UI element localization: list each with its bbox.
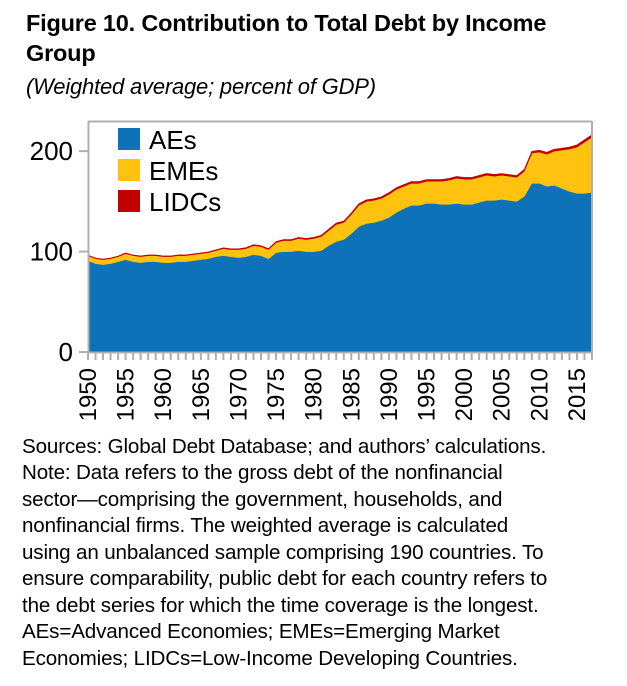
x-tick-label: 2010 (526, 368, 553, 421)
x-tick-label: 1985 (338, 368, 365, 421)
x-tick-label: 1980 (301, 368, 328, 421)
chart-container: 0 100 200 1950 1955 1960 1965 1970 1975 1980 1985… (0, 112, 627, 432)
legend-swatch-aes (118, 128, 140, 150)
x-tick-label: 1970 (225, 368, 252, 421)
x-tick-label: 1960 (150, 368, 177, 421)
x-tick-label: 1965 (188, 368, 215, 421)
source-and-notes: Sources: Global Debt Database; and autho… (22, 434, 614, 672)
x-tick-label: 1990 (376, 368, 403, 421)
legend-label-emes: EMEs (149, 156, 218, 186)
figure-title: Figure 10. Contribution to Total Debt by… (26, 10, 547, 67)
x-axis-ticks (87, 352, 593, 360)
note-line: ensure comparability, public debt for ea… (22, 567, 548, 591)
note-line: AEs=Advanced Economies; EMEs=Emerging Ma… (22, 620, 500, 644)
stacked-area-chart: 0 100 200 1950 1955 1960 1965 1970 1975 1980 1985… (30, 120, 593, 421)
x-tick-label: 2000 (451, 368, 478, 421)
y-tick-label: 200 (30, 136, 73, 166)
title-block: Figure 10. Contribution to Total Debt by… (26, 8, 586, 101)
note-line: nonfinancial firms. The weighted average… (22, 514, 509, 538)
note-line: sector—comprising the government, househ… (22, 487, 503, 511)
note-line: the debt series for which the time cover… (22, 593, 539, 617)
x-axis-tick-labels: 1950 1955 1960 1965 1970 1975 1980 1985 1990 1995… (75, 368, 591, 421)
legend-swatch-lidcs (118, 190, 140, 212)
y-tick-label: 100 (30, 237, 73, 267)
x-tick-label: 2015 (564, 368, 591, 421)
note-line: Sources: Global Debt Database; and autho… (22, 435, 547, 458)
x-tick-label: 1950 (75, 368, 102, 421)
figure-subtitle: (Weighted average; percent of GDP) (26, 74, 376, 100)
legend-label-aes: AEs (149, 125, 197, 155)
y-tick-label: 0 (59, 337, 73, 367)
x-tick-label: 2005 (489, 368, 516, 421)
x-tick-label: 1995 (414, 368, 441, 421)
x-tick-label: 1955 (113, 368, 140, 421)
axis-frame (87, 120, 593, 354)
note-line: using an unbalanced sample comprising 19… (22, 540, 544, 564)
legend-swatch-emes (118, 159, 140, 181)
legend-label-lidcs: LIDCs (149, 187, 221, 217)
y-axis-ticks: 0 100 200 (30, 136, 88, 367)
note-line: Economies; LIDCs=Low-Income Developing C… (22, 646, 518, 670)
note-line: Note: Data refers to the gross debt of t… (22, 461, 503, 485)
x-tick-label: 1975 (263, 368, 290, 421)
